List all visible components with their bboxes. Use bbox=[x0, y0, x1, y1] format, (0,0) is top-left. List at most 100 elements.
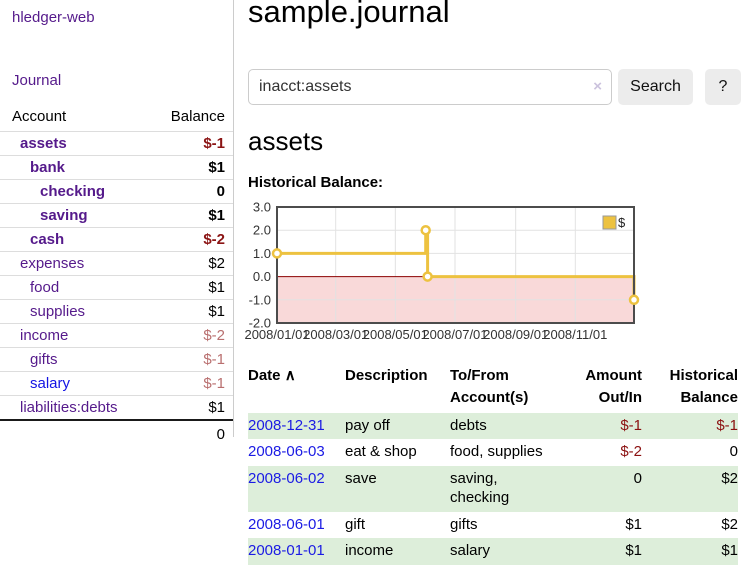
accounts-header: Account bbox=[12, 108, 67, 125]
register-table: Date ∧ Description To/From Account(s) Am… bbox=[248, 361, 738, 565]
account-balance: $-1 bbox=[146, 347, 233, 372]
transaction-description: save bbox=[345, 470, 377, 487]
transaction-balance: $2 bbox=[721, 515, 738, 533]
accounts-balance-table: Account Balance assets $-1 bank $1 check… bbox=[0, 104, 233, 446]
account-balance: $1 bbox=[146, 275, 233, 300]
account-balance: $1 bbox=[146, 395, 233, 420]
svg-text:-1.0: -1.0 bbox=[249, 292, 271, 307]
historical-balance-chart: $3.0 2.0 1.0 0.0 -1.0 -2.0 2008/01/01 2008/03/0… bbox=[244, 200, 742, 345]
transaction-amount: $1 bbox=[625, 515, 642, 533]
account-link-bank[interactable]: bank bbox=[30, 159, 66, 176]
search-input[interactable] bbox=[248, 69, 612, 105]
register-header-accounts: To/From Account(s) bbox=[450, 361, 562, 413]
transaction-date-link[interactable]: 2008-06-03 bbox=[248, 443, 325, 461]
account-link-expenses[interactable]: expenses bbox=[20, 255, 85, 272]
accounts-header-line1: To/From bbox=[450, 367, 509, 384]
svg-text:2008/03/01: 2008/03/01 bbox=[303, 327, 368, 342]
date-header-label: Date bbox=[248, 367, 281, 384]
sidebar: hledger-web Journal Account Balance asse… bbox=[0, 0, 234, 446]
app-title-link[interactable]: hledger-web bbox=[12, 9, 95, 26]
svg-text:2008/11/01: 2008/11/01 bbox=[543, 327, 607, 342]
transaction-date-link[interactable]: 2008-06-02 bbox=[248, 470, 325, 487]
account-row-expenses: expenses $2 bbox=[0, 251, 233, 276]
register-row: 2008-06-03 eat & shop food, supplies $-2… bbox=[248, 439, 738, 466]
account-link-liabilities-debts[interactable]: liabilities:debts bbox=[20, 399, 118, 416]
transaction-balance: $-1 bbox=[716, 416, 738, 434]
transaction-description: gift bbox=[345, 515, 366, 533]
chart-svg: $3.0 2.0 1.0 0.0 -1.0 -2.02008/01/012008/03/0… bbox=[244, 200, 640, 342]
transaction-balance: $2 bbox=[721, 470, 738, 487]
transaction-accounts: saving, checking bbox=[450, 470, 510, 506]
register-row: 2008-01-01 income salary $1 $1 bbox=[248, 538, 738, 565]
svg-text:2008/07/01: 2008/07/01 bbox=[422, 327, 487, 342]
accounts-total-row: 0 bbox=[0, 419, 233, 446]
transaction-accounts: food, supplies bbox=[450, 443, 543, 461]
transaction-amount: $-1 bbox=[620, 416, 642, 434]
transaction-description: income bbox=[345, 542, 394, 560]
main-content: sample.journal × Search ? assets Histori… bbox=[244, 0, 742, 582]
transaction-date-link[interactable]: 2008-12-31 bbox=[248, 416, 325, 434]
clear-search-icon[interactable]: × bbox=[593, 78, 602, 95]
register-row: 2008-06-02 save saving, checking 0 $2 bbox=[248, 466, 738, 512]
transaction-amount: $-2 bbox=[620, 443, 642, 461]
account-row-salary: salary $-1 bbox=[0, 371, 233, 396]
transaction-balance: $1 bbox=[721, 542, 738, 560]
register-row: 2008-06-01 gift gifts $1 $2 bbox=[248, 512, 738, 539]
account-balance: $1 bbox=[146, 203, 233, 228]
account-link-income[interactable]: income bbox=[20, 327, 69, 344]
account-balance: $-2 bbox=[146, 323, 233, 348]
sidebar-item-journal[interactable]: Journal bbox=[12, 72, 62, 89]
account-balance: $-1 bbox=[146, 371, 233, 396]
account-page-title: assets bbox=[248, 126, 324, 156]
account-link-assets[interactable]: assets bbox=[20, 135, 67, 152]
transaction-accounts: debts bbox=[450, 416, 487, 434]
balance-header-line2: Balance bbox=[680, 388, 738, 406]
balance-header: Balance bbox=[170, 108, 225, 125]
svg-text:$: $ bbox=[618, 215, 626, 230]
svg-text:0.0: 0.0 bbox=[253, 269, 271, 284]
amount-header-line1: Amount bbox=[585, 367, 642, 384]
register-header-amount: Amount Out/In bbox=[562, 361, 642, 413]
chart-title: Historical Balance: bbox=[248, 174, 384, 191]
account-row-cash: cash $-2 bbox=[0, 227, 233, 252]
svg-text:-2.0: -2.0 bbox=[249, 316, 271, 331]
account-link-cash[interactable]: cash bbox=[30, 231, 65, 248]
account-link-gifts[interactable]: gifts bbox=[30, 351, 58, 368]
search-button[interactable]: Search bbox=[618, 69, 693, 105]
account-balance: $1 bbox=[146, 155, 233, 180]
account-balance: $1 bbox=[146, 299, 233, 324]
transaction-balance: 0 bbox=[729, 443, 738, 461]
transaction-description: eat & shop bbox=[345, 443, 417, 461]
account-row-liabilities-debts: liabilities:debts $1 bbox=[0, 395, 233, 420]
account-balance: $-2 bbox=[146, 227, 233, 252]
account-link-salary[interactable]: salary bbox=[30, 375, 71, 392]
svg-text:2008/01/01: 2008/01/01 bbox=[244, 327, 309, 342]
balance-header-line1: Historical bbox=[669, 367, 738, 384]
register-header-date[interactable]: Date ∧ bbox=[248, 361, 345, 413]
account-link-food[interactable]: food bbox=[30, 279, 60, 296]
transaction-date-link[interactable]: 2008-06-01 bbox=[248, 515, 325, 533]
account-balance: $2 bbox=[146, 251, 233, 276]
transaction-accounts: salary bbox=[450, 542, 491, 560]
transaction-description: pay off bbox=[345, 416, 390, 434]
account-row-saving: saving $1 bbox=[0, 203, 233, 228]
account-row-income: income $-2 bbox=[0, 323, 233, 348]
register-header-balance: Historical Balance bbox=[642, 361, 738, 413]
accounts-total-value: 0 bbox=[146, 419, 233, 446]
register-header-description: Description bbox=[345, 367, 428, 384]
accounts-header-line2: Account(s) bbox=[450, 388, 529, 406]
svg-text:1.0: 1.0 bbox=[253, 246, 271, 261]
help-button[interactable]: ? bbox=[705, 69, 741, 105]
svg-text:2.0: 2.0 bbox=[253, 223, 271, 238]
account-link-saving[interactable]: saving bbox=[40, 207, 88, 224]
amount-header-line2: Out/In bbox=[598, 388, 642, 406]
account-link-checking[interactable]: checking bbox=[40, 183, 106, 200]
transaction-amount: 0 bbox=[633, 470, 642, 487]
account-row-checking: checking 0 bbox=[0, 179, 233, 204]
account-row-food: food $1 bbox=[0, 275, 233, 300]
account-link-supplies[interactable]: supplies bbox=[30, 303, 86, 320]
page-title: sample.journal bbox=[248, 0, 450, 29]
account-balance: 0 bbox=[146, 179, 233, 204]
transaction-date-link[interactable]: 2008-01-01 bbox=[248, 542, 325, 560]
search-form: × Search ? bbox=[248, 69, 742, 105]
